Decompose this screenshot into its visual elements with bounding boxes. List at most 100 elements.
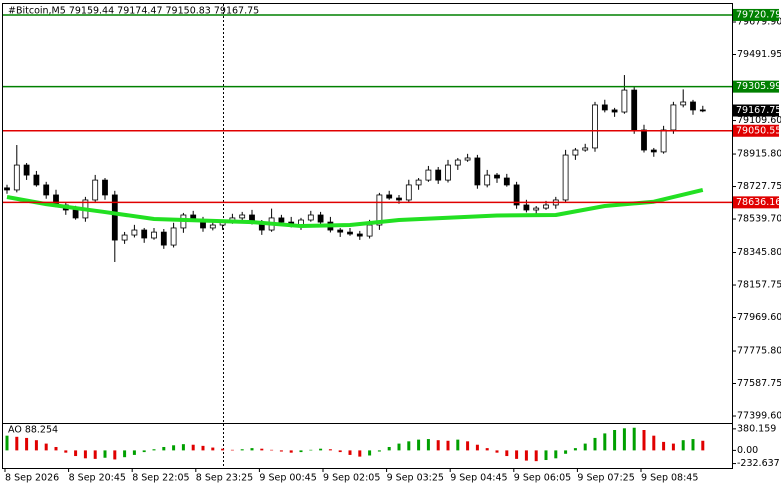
- last-price-label: 79167.75: [736, 105, 781, 116]
- ao-bar: [221, 448, 225, 451]
- level-label: 78636.16: [736, 197, 781, 208]
- ao-bar: [613, 430, 617, 451]
- ao-bar: [83, 450, 87, 459]
- moving-average: [6, 188, 704, 229]
- ao-bar: [485, 448, 489, 451]
- candle-body: [33, 174, 40, 186]
- ao-bar: [436, 440, 440, 451]
- candle-body: [209, 224, 216, 229]
- level-label-bg: [733, 80, 779, 93]
- ao-bar: [446, 440, 450, 451]
- candle-body: [376, 194, 383, 226]
- ao-bar: [211, 447, 215, 451]
- x-tick-label: 9 Sep 03:25: [387, 473, 444, 484]
- candle-body: [699, 109, 706, 112]
- candle-body: [337, 229, 344, 233]
- ao-bar: [534, 450, 538, 462]
- candle-body: [160, 231, 167, 246]
- ao-bar: [524, 450, 528, 461]
- candle-body: [317, 214, 324, 223]
- candle-body: [307, 214, 314, 221]
- y-tick-label: 78157.75: [737, 280, 781, 291]
- y-tick-label: 78727.75: [737, 181, 781, 192]
- candle-body: [592, 104, 598, 149]
- y-tick-label: 77587.75: [737, 378, 781, 389]
- candle-body: [611, 109, 618, 113]
- y-tick-label: 0.00: [737, 445, 758, 456]
- ao-bar: [44, 443, 48, 451]
- ao-bar: [426, 439, 430, 451]
- level-label-bg: [733, 196, 779, 209]
- candle-body: [356, 233, 363, 237]
- y-tick-label: 77775.80: [737, 346, 781, 357]
- candle-body: [474, 157, 481, 186]
- candle-body: [435, 169, 442, 181]
- candle-body: [680, 101, 687, 106]
- ao-bar: [593, 437, 597, 451]
- ao-bar: [172, 445, 176, 451]
- ao-bar: [309, 449, 313, 451]
- ao-bar: [573, 448, 577, 451]
- ao-bar: [564, 450, 568, 454]
- candle-body: [23, 164, 30, 176]
- level-label-bg: [733, 124, 779, 137]
- x-tick-label: 9 Sep 02:05: [323, 473, 380, 484]
- ao-bar: [74, 450, 78, 457]
- ao-bar: [181, 444, 185, 451]
- chart-title: #Bitcoin,M5 79159.44 79174.47 79150.83 7…: [8, 6, 259, 17]
- ao-bar: [662, 441, 666, 451]
- ao-bar: [515, 450, 519, 459]
- candle-body: [670, 104, 677, 131]
- candle-body: [425, 169, 432, 181]
- y-tick-label: -232.637: [737, 458, 780, 469]
- x-tick-label: 8 Sep 20:45: [69, 473, 126, 484]
- ao-bar: [358, 450, 362, 457]
- candle-body: [278, 217, 285, 223]
- candle-body: [513, 184, 520, 206]
- level-label-bg: [733, 8, 779, 21]
- ao-bar: [642, 430, 646, 451]
- ao-bar: [387, 446, 391, 451]
- ao-bar: [240, 449, 244, 451]
- ao-bar: [15, 436, 19, 451]
- y-tick-label: 78915.80: [737, 149, 781, 160]
- candle-body: [631, 89, 638, 131]
- frame: [2, 3, 733, 469]
- candle-body: [464, 157, 471, 161]
- candle-body: [543, 204, 549, 209]
- ao-bar: [152, 449, 156, 451]
- candle-body: [131, 229, 138, 236]
- candle-body: [43, 184, 50, 196]
- ao-bar: [348, 450, 352, 455]
- ao-bar: [113, 450, 117, 460]
- candle-body: [111, 194, 118, 241]
- candle-body: [141, 229, 148, 239]
- ao-bar: [603, 433, 607, 451]
- candle-body: [72, 209, 79, 219]
- x-tick-label: 8 Sep 22:05: [132, 473, 189, 484]
- ao-bar: [260, 448, 264, 451]
- candle-body: [621, 89, 628, 113]
- level-label: 79720.79: [736, 9, 781, 20]
- y-tick-label: 77969.60: [737, 312, 781, 323]
- candle-body: [239, 214, 246, 219]
- candle-body: [484, 174, 491, 186]
- candle-body: [396, 197, 402, 201]
- candle-body: [582, 147, 589, 151]
- ao-bar: [671, 443, 675, 451]
- candle-body: [366, 224, 373, 237]
- ao-bar: [34, 440, 38, 451]
- ao-bar: [456, 439, 460, 451]
- level-label: 79050.55: [736, 125, 781, 136]
- ao-bar: [622, 428, 626, 451]
- candle-body: [650, 149, 657, 153]
- ao-bar: [583, 443, 587, 451]
- x-tick-label: 9 Sep 08:45: [641, 473, 698, 484]
- candle-body: [533, 207, 540, 211]
- ao-bar: [466, 441, 470, 451]
- ao-bar: [299, 450, 303, 453]
- y-tick-label: 78345.80: [737, 247, 781, 258]
- candle-body: [386, 194, 393, 199]
